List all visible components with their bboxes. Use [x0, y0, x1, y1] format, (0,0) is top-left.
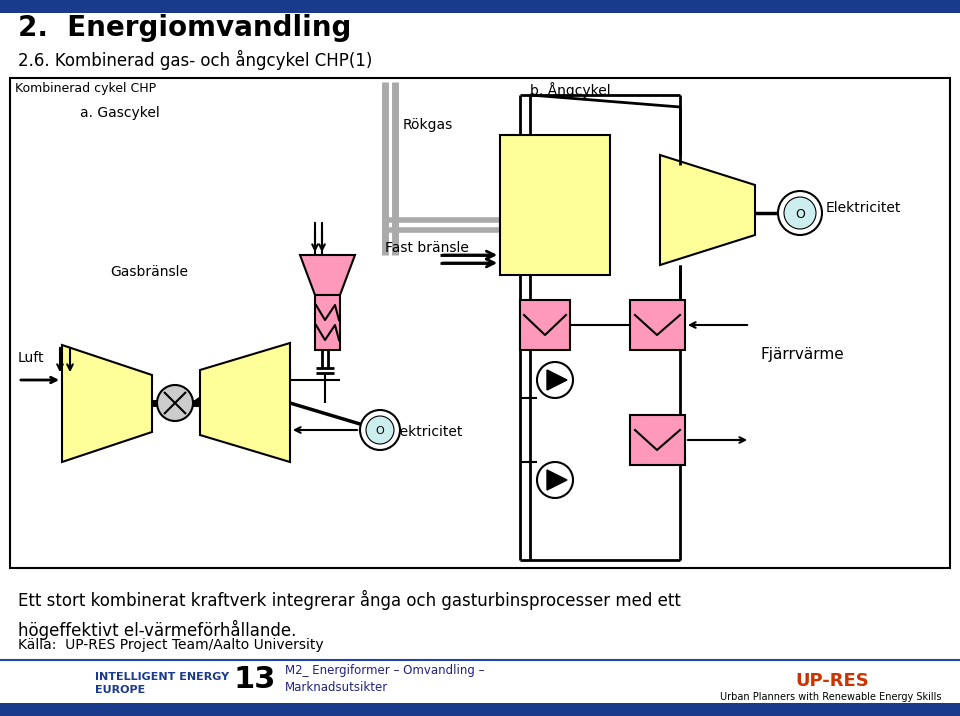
Text: 2.6. Kombinerad gas- och ångcykel CHP(1): 2.6. Kombinerad gas- och ångcykel CHP(1)	[18, 50, 372, 70]
Circle shape	[360, 410, 400, 450]
Bar	[0, 703, 960, 716]
Text: UP-RES: UP-RES	[795, 672, 869, 690]
Bar	[10, 78, 950, 568]
Bar	[630, 415, 685, 465]
Text: b. Ångcykel: b. Ångcykel	[530, 82, 611, 98]
Text: Rökgas: Rökgas	[403, 118, 453, 132]
Text: Kombinerad cykel CHP: Kombinerad cykel CHP	[15, 82, 156, 95]
Bar	[0, 0, 960, 13]
Polygon shape	[660, 155, 755, 265]
Text: Källa:  UP-RES Project Team/Aalto University: Källa: UP-RES Project Team/Aalto Univers…	[18, 638, 324, 652]
Circle shape	[537, 362, 573, 398]
Bar	[500, 135, 610, 275]
Text: O: O	[795, 208, 804, 221]
Text: Urban Planners with Renewable Energy Skills: Urban Planners with Renewable Energy Ski…	[720, 692, 942, 702]
Text: Elektricitet: Elektricitet	[388, 425, 464, 439]
Text: Gasbränsle: Gasbränsle	[110, 265, 188, 279]
Circle shape	[778, 191, 822, 235]
Text: 13: 13	[234, 665, 276, 694]
Text: Fast bränsle: Fast bränsle	[385, 241, 468, 255]
Circle shape	[784, 197, 816, 229]
Polygon shape	[200, 343, 290, 462]
Polygon shape	[547, 470, 567, 490]
Text: EUROPE: EUROPE	[95, 685, 145, 695]
Text: a. Gascykel: a. Gascykel	[80, 106, 159, 120]
Bar	[630, 300, 685, 350]
Text: 2.  Energiomvandling: 2. Energiomvandling	[18, 14, 351, 42]
Text: O: O	[375, 426, 384, 436]
Text: Elektricitet: Elektricitet	[826, 201, 901, 215]
Circle shape	[157, 385, 193, 421]
Text: Ett stort kombinerat kraftverk integrerar ånga och gasturbinsprocesser med ett
h: Ett stort kombinerat kraftverk integrera…	[18, 590, 681, 640]
Circle shape	[366, 416, 394, 444]
Text: INTELLIGENT ENERGY: INTELLIGENT ENERGY	[95, 672, 229, 682]
Text: M2_ Energiformer – Omvandling –
Marknadsutsikter: M2_ Energiformer – Omvandling – Marknads…	[285, 664, 485, 694]
Bar	[315, 295, 340, 350]
Polygon shape	[62, 345, 152, 462]
Text: Luft: Luft	[18, 351, 44, 365]
Text: Fjärrvärme: Fjärrvärme	[760, 347, 844, 362]
Circle shape	[537, 462, 573, 498]
Polygon shape	[547, 370, 567, 390]
Polygon shape	[300, 255, 355, 295]
Bar	[520, 300, 570, 350]
